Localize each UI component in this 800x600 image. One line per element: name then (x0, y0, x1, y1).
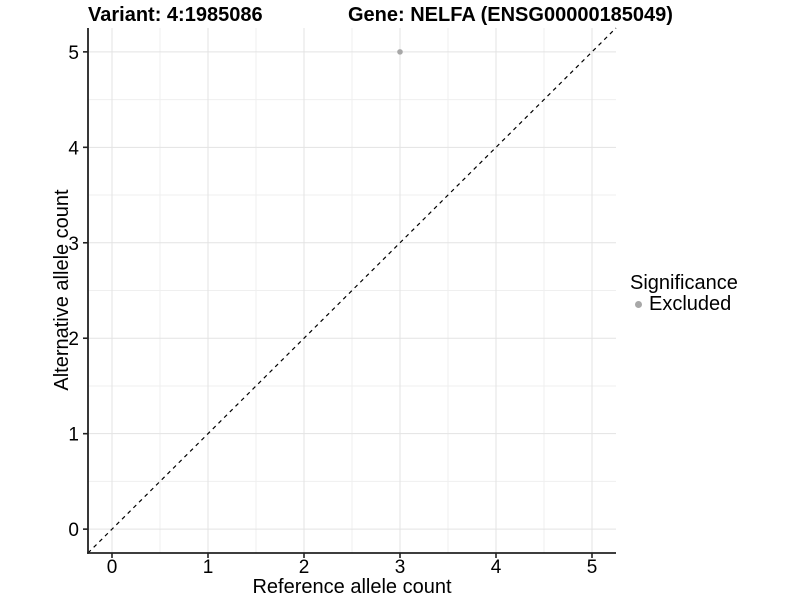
y-tick-label: 0 (68, 520, 79, 541)
x-tick-label: 4 (491, 557, 502, 578)
y-axis-label-text: Alternative allele count (51, 189, 73, 391)
y-tick-label: 5 (68, 43, 79, 64)
x-tick-label: 0 (107, 557, 118, 578)
legend-item-excluded: Excluded (630, 293, 738, 315)
x-tick-label: 5 (587, 557, 598, 578)
y-tick-label: 3 (68, 234, 79, 255)
x-tick-label: 2 (299, 557, 310, 578)
y-tick-label: 2 (68, 329, 79, 350)
excluded-point-icon (634, 301, 642, 308)
legend: Significance Excluded (630, 272, 738, 316)
legend-title: Significance (630, 272, 738, 294)
legend-item-label: Excluded (649, 293, 732, 315)
legend-key (630, 297, 646, 313)
y-tick-label: 1 (68, 425, 79, 446)
x-axis-label: Reference allele count (252, 576, 452, 598)
data-point (397, 49, 403, 55)
x-tick-label: 3 (395, 557, 406, 578)
y-tick-label: 4 (68, 138, 79, 159)
plot-title-gene: Gene: NELFA (ENSG00000185049) (348, 4, 673, 26)
x-tick-label: 1 (203, 557, 214, 578)
plot-title-variant: Variant: 4:1985086 (88, 4, 263, 26)
